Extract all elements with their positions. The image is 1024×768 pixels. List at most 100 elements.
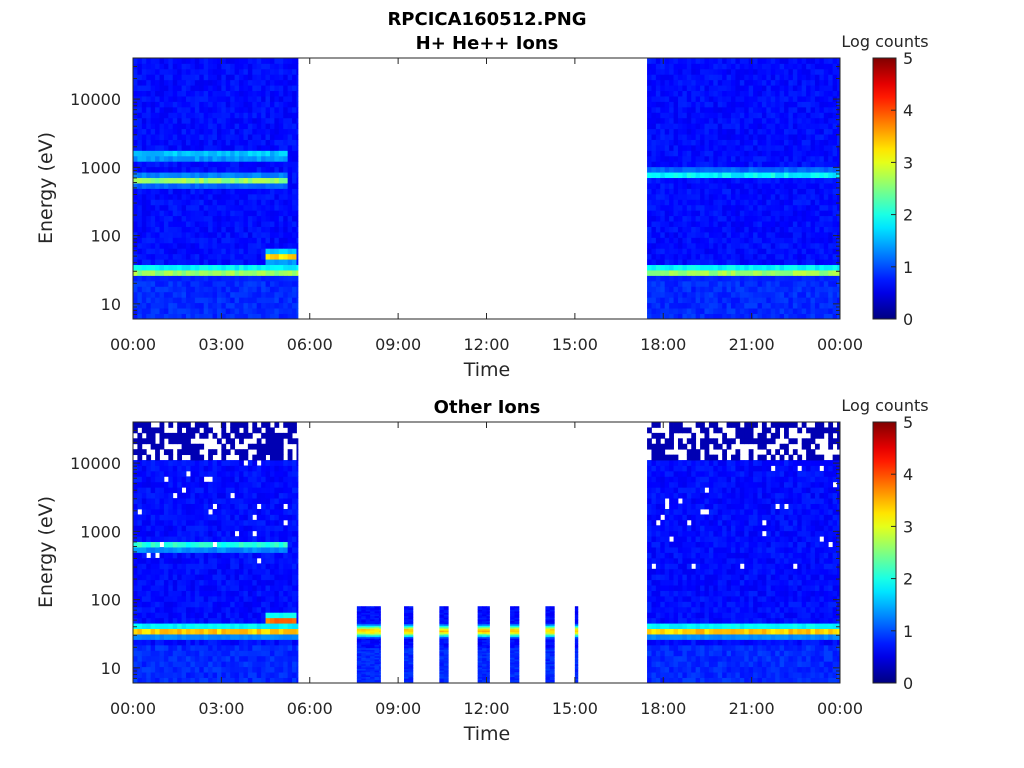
spectrogram-cell [757, 145, 763, 151]
spectrogram-cell [810, 193, 816, 200]
spectrogram-cell [168, 460, 174, 466]
spectrogram-cell [163, 644, 169, 651]
spectrogram-cell [243, 112, 249, 119]
spectrogram-cell [761, 150, 767, 157]
spectrogram-cell [269, 155, 275, 162]
spectrogram-cell [212, 644, 218, 651]
spectrogram-cell [784, 155, 789, 162]
spectrogram-cell [194, 552, 200, 559]
spectrogram-cell [660, 139, 666, 146]
spectrogram-cell [190, 666, 196, 673]
spectrogram-cell [735, 150, 741, 157]
spectrogram-cell [647, 204, 652, 211]
spectrogram-cell [761, 242, 767, 249]
spectrogram-cell [757, 242, 763, 249]
spectrogram-cell [296, 79, 299, 86]
spectrogram-cell [779, 96, 785, 102]
spectrogram-cell [801, 221, 807, 227]
spectrogram-cell [133, 117, 138, 124]
spectrogram-cell [713, 172, 719, 179]
spectrogram-cell [660, 204, 666, 211]
spectrogram-cell [691, 161, 697, 168]
spectrogram-cell [296, 150, 299, 157]
spectrogram-cell [256, 106, 262, 113]
spectrogram-cell [199, 530, 205, 537]
spectrogram-cell [137, 655, 143, 662]
spectrogram-cell [150, 85, 156, 92]
spectrogram-cell [172, 291, 178, 298]
spectrogram-cell [283, 123, 289, 130]
spectrogram-cell [722, 128, 727, 135]
spectrogram-cell [695, 253, 701, 260]
spectrogram-cell [172, 134, 178, 140]
spectrogram-cell [669, 123, 674, 130]
spectrogram-cell [677, 74, 683, 81]
spectrogram-cell [155, 519, 160, 526]
spectrogram-cell [225, 264, 231, 271]
spectrogram-cell [265, 63, 271, 70]
spectrogram-cell [722, 204, 727, 211]
spectrogram-cell [797, 161, 803, 168]
spectrogram-cell [186, 79, 191, 86]
spectrogram-cell [203, 585, 209, 591]
spectrogram-cell [669, 188, 674, 195]
spectrogram-cell [669, 128, 674, 135]
spectrogram-cell [265, 128, 271, 135]
spectrogram-cell [801, 96, 807, 102]
spectrogram-cell [713, 270, 719, 276]
spectrogram-cell [274, 248, 280, 255]
spectrogram-cell [660, 117, 666, 124]
spectrogram-cell [814, 248, 820, 255]
spectrogram-cell [735, 63, 741, 70]
spectrogram-cell [814, 85, 820, 92]
spectrogram-cell [784, 259, 789, 266]
spectrogram-cell [168, 590, 174, 597]
spectrogram-cell [837, 128, 841, 135]
spectrogram-cell [252, 232, 258, 238]
spectrogram-cell [168, 644, 174, 651]
spectrogram-cell [221, 666, 227, 673]
spectrogram-cell [691, 248, 697, 255]
spectrogram-cell [700, 155, 705, 162]
spectrogram-cell [797, 248, 803, 255]
spectrogram-cell [137, 666, 143, 673]
spectrogram-cell [208, 557, 213, 564]
spectrogram-cell [722, 308, 727, 314]
spectrogram-cell [810, 291, 816, 298]
spectrogram-cell [141, 525, 147, 532]
spectrogram-cell [296, 90, 299, 97]
spectrogram-cell [146, 112, 152, 119]
spectrogram-cell [810, 297, 816, 304]
spectrogram-cell [274, 85, 280, 92]
spectrogram-cell [814, 226, 820, 233]
spectrogram-cell [735, 308, 741, 314]
spectrogram-cell [691, 96, 697, 102]
y-axis-label-top: Energy (eV) [35, 132, 57, 244]
spectrogram-cell [739, 248, 745, 255]
spectrogram-cell [186, 519, 191, 526]
spectrogram-cell [691, 253, 697, 260]
spectrogram-cell [700, 253, 705, 260]
spectrogram-cell [788, 242, 794, 249]
spectrogram-cell [190, 617, 196, 624]
spectrogram-cell [717, 264, 723, 271]
spectrogram-cell [677, 193, 683, 200]
spectrogram-cell [221, 259, 227, 266]
spectrogram-cell [146, 623, 152, 630]
spectrogram-cell [243, 264, 249, 271]
spectrogram-cell [664, 134, 670, 140]
spectrogram-cell [243, 297, 249, 304]
spectrogram-cell [252, 155, 258, 162]
spectrogram-cell [230, 193, 236, 200]
spectrogram-cell [806, 275, 811, 282]
spectrogram-cell [186, 422, 191, 428]
spectrogram-cell [247, 123, 253, 130]
spectrogram-cell [814, 232, 820, 238]
spectrogram-cell [141, 79, 147, 86]
spectrogram-cell [155, 101, 160, 108]
spectrogram-cell [212, 90, 218, 97]
spectrogram-cell [261, 232, 266, 238]
spectrogram-cell [700, 134, 705, 140]
spectrogram-cell [832, 204, 838, 211]
spectrogram-cell [137, 302, 143, 309]
